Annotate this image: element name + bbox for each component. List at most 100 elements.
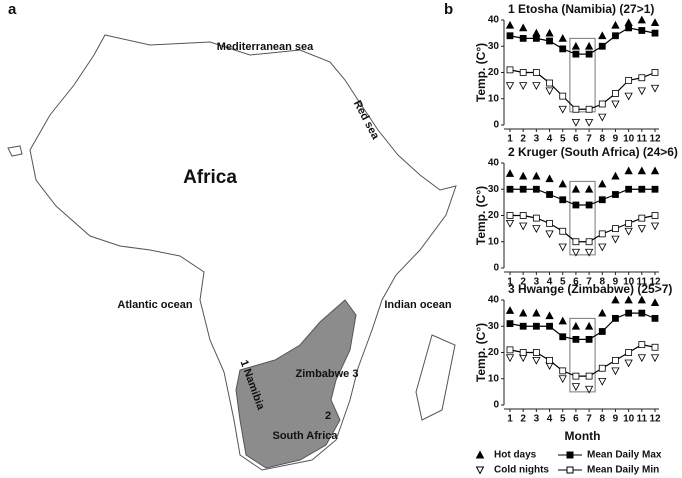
y-tick-label: 0	[493, 263, 499, 274]
x-tick-label: 7	[586, 277, 592, 288]
marker	[572, 238, 580, 246]
marker	[585, 372, 593, 380]
legend-marker	[475, 450, 485, 459]
marker	[506, 346, 514, 354]
marker	[558, 179, 567, 188]
x-tick-label: 9	[613, 414, 619, 425]
map-label-line: Atlantic ocean	[117, 299, 192, 311]
marker	[637, 166, 646, 175]
x-tick-label: 8	[599, 277, 605, 288]
marker	[650, 298, 660, 307]
marker	[638, 214, 646, 222]
marker	[506, 185, 514, 193]
marker	[571, 321, 581, 330]
marker	[545, 174, 554, 183]
marker	[650, 18, 660, 27]
y-tick-label: 10	[488, 236, 500, 247]
marker	[598, 328, 606, 335]
marker	[532, 349, 540, 356]
marker	[505, 169, 515, 177]
marker	[571, 248, 581, 257]
marker	[638, 74, 646, 82]
marker	[545, 230, 554, 239]
y-tick-label: 20	[488, 67, 500, 78]
marker	[598, 243, 607, 252]
legend-marker	[475, 466, 485, 475]
marker	[558, 243, 567, 252]
map: Mediterranean sea Red sea Africa Atlanti…	[7, 34, 457, 471]
x-tick-label: 9	[613, 134, 619, 145]
marker	[546, 219, 553, 227]
marker	[584, 321, 594, 330]
x-tick-label: 6	[573, 277, 579, 288]
marker	[532, 214, 540, 222]
marker	[572, 201, 580, 209]
y-tick-label: 30	[488, 41, 500, 52]
x-tick-label: 3	[534, 277, 540, 288]
marker	[584, 248, 594, 257]
marker	[598, 179, 607, 188]
y-axis-label: Temp. (C°)	[474, 186, 488, 245]
x-tick-label: 6	[573, 134, 579, 145]
marker	[598, 196, 606, 204]
marker	[546, 79, 553, 87]
marker	[571, 383, 581, 391]
marker	[532, 82, 541, 90]
map-label: South Africa	[273, 430, 339, 442]
marker	[519, 171, 528, 180]
x-tick-label: 1	[507, 134, 513, 145]
marker	[650, 354, 660, 363]
marker	[624, 166, 633, 175]
series-line	[510, 188, 655, 206]
marker	[625, 185, 633, 193]
y-tick-label: 40	[488, 158, 500, 169]
marker	[612, 356, 619, 364]
marker	[585, 238, 593, 246]
marker	[559, 196, 567, 204]
marker	[625, 219, 633, 227]
marker	[611, 235, 620, 244]
chart-title: 1 Etosha (Namibia) (27>1)	[508, 2, 654, 16]
series-line	[509, 27, 656, 55]
x-tick-label: 1	[507, 277, 513, 288]
island	[7, 145, 23, 157]
marker	[612, 225, 619, 233]
x-tick-label: 5	[560, 277, 566, 288]
marker	[611, 367, 620, 376]
marker	[585, 201, 593, 209]
marker	[638, 341, 646, 349]
marker	[611, 100, 620, 109]
marker	[651, 185, 659, 193]
series-line	[509, 343, 656, 377]
marker	[585, 105, 593, 113]
marker	[558, 34, 567, 42]
marker	[625, 349, 633, 356]
y-axis-label: Temp. (C°)	[474, 323, 488, 382]
chart-title: 3 Hwange (Zimbabwe) (25>7)	[508, 282, 672, 296]
marker	[532, 185, 540, 193]
marker	[598, 377, 607, 386]
map-label: 2	[325, 410, 331, 422]
highlight-box	[569, 180, 596, 256]
map-label: Zimbabwe 3	[296, 368, 359, 380]
x-tick-label: 8	[599, 134, 605, 145]
marker	[625, 309, 633, 317]
africa-outline	[29, 34, 457, 471]
marker	[559, 227, 567, 235]
marker	[585, 50, 593, 58]
marker	[506, 66, 514, 74]
marker	[612, 90, 619, 97]
y-tick-label: 40	[488, 15, 500, 26]
marker	[558, 375, 567, 384]
x-tick-label: 4	[547, 134, 553, 145]
legend-label: Cold nights	[494, 465, 549, 476]
marker	[506, 320, 514, 328]
x-tick-label: 12	[649, 134, 661, 145]
x-tick-label: 7	[586, 414, 592, 425]
marker	[546, 322, 553, 330]
marker	[532, 356, 541, 365]
marker	[545, 311, 554, 320]
marker	[598, 308, 607, 317]
marker	[558, 316, 567, 325]
